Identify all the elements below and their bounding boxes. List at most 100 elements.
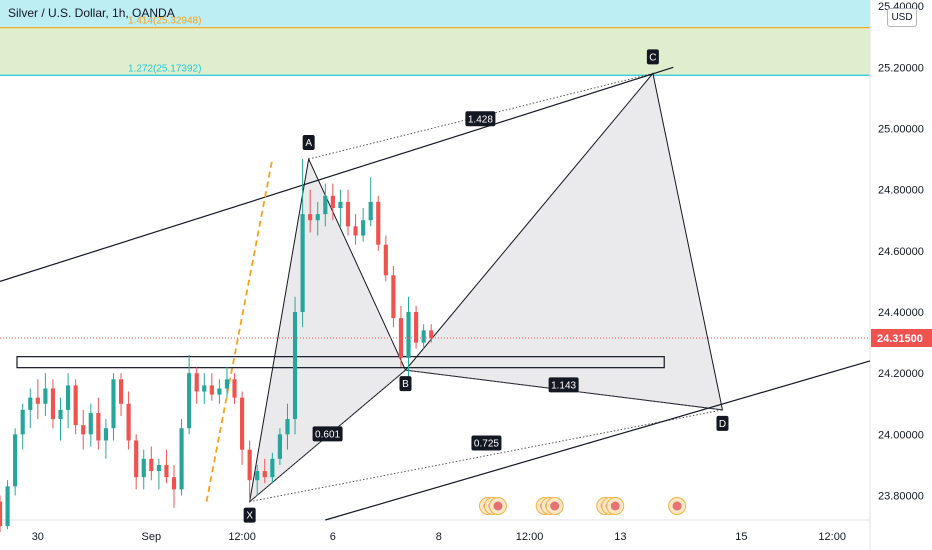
candle-body <box>421 330 426 343</box>
event-flag-inner-icon <box>672 501 682 511</box>
x-tick-label: 12:00 <box>516 531 544 543</box>
ratio-badge <box>465 111 496 127</box>
candle-body <box>96 412 101 441</box>
fib-zone-upper <box>0 0 870 28</box>
candle-body <box>73 385 78 426</box>
y-tick-label: 24.00000 <box>878 429 924 441</box>
candle-body <box>209 385 214 395</box>
current-price-label: 24.31500 <box>877 333 923 345</box>
candle-body <box>398 318 404 358</box>
symbol-title: Silver / U.S. Dollar, 1h, OANDA <box>8 6 175 20</box>
point-badge-B <box>399 376 412 392</box>
candle-body <box>255 471 260 481</box>
candle-body <box>232 379 237 398</box>
trend-dashed-line <box>205 158 274 502</box>
ratio-label: 1.428 <box>468 114 493 125</box>
candle-body <box>406 312 411 358</box>
candle-body <box>141 458 146 478</box>
bcd-triangle <box>404 72 724 411</box>
candle-body <box>20 409 25 435</box>
candle-body <box>149 458 154 472</box>
candle-body <box>300 214 305 312</box>
ratio-label: 0.601 <box>315 429 340 440</box>
candle-body <box>353 226 358 236</box>
x-tick-label: 12:00 <box>228 531 256 543</box>
point-badge-C <box>646 49 659 65</box>
candle-body <box>361 220 366 236</box>
price-axis <box>870 0 932 550</box>
candle-body <box>345 201 351 227</box>
candle-body <box>308 214 313 221</box>
ratio-label: 1.143 <box>551 380 576 391</box>
y-tick-label: 24.60000 <box>878 246 924 258</box>
candle-body <box>28 397 33 410</box>
x-tick-label: 13 <box>614 531 626 543</box>
candle-body <box>391 275 396 319</box>
candle-body <box>368 201 373 221</box>
candle-body <box>88 412 93 435</box>
point-label-C: C <box>649 52 656 63</box>
x-tick-label: 30 <box>32 531 44 543</box>
candle-body <box>164 464 169 478</box>
candle-body <box>171 477 177 490</box>
currency-button[interactable]: USD <box>887 8 917 27</box>
y-tick-label: 24.80000 <box>878 185 924 197</box>
fib-zone-lower <box>0 27 870 76</box>
candle-body <box>5 486 10 527</box>
y-tick-label: 25.00000 <box>878 123 924 135</box>
candle-body <box>292 312 298 420</box>
candle-body <box>277 434 282 459</box>
candle-body <box>156 464 161 472</box>
y-tick-label: 24.40000 <box>878 307 924 319</box>
point-badge-X <box>243 507 256 523</box>
ratio-badge <box>471 435 502 451</box>
candle-body <box>247 449 252 481</box>
candle-body <box>111 379 116 429</box>
candle-body <box>270 458 275 478</box>
event-flag-inner-icon <box>550 501 560 511</box>
candle-body <box>414 312 419 343</box>
candle-body <box>315 214 320 221</box>
channel-upper-line <box>0 66 674 282</box>
candle-body <box>187 373 192 429</box>
ratio-label: 0.725 <box>474 439 499 450</box>
y-tick-label: 23.80000 <box>878 491 924 503</box>
candle-body <box>103 428 108 441</box>
x-tick-label: 6 <box>330 531 336 543</box>
candle-body <box>0 501 3 527</box>
x-tick-label: 15 <box>735 531 747 543</box>
candle-body <box>330 195 335 208</box>
xab-triangle <box>248 157 407 503</box>
candle-body <box>81 425 86 435</box>
candle-body <box>240 397 245 450</box>
point-label-X: X <box>246 511 253 522</box>
candle-body <box>376 201 381 245</box>
candle-body <box>126 403 131 441</box>
x-tick-label: 12:00 <box>818 531 846 543</box>
point-label-B: B <box>402 379 409 390</box>
y-tick-label: 24.20000 <box>878 368 924 380</box>
fib-label-1: 1.272(25.17392) <box>128 63 201 74</box>
candle-body <box>429 330 434 338</box>
ratio-connector-2 <box>405 369 723 411</box>
candle-body <box>66 385 71 410</box>
ratio-badge <box>548 377 579 393</box>
candle-body <box>58 409 63 420</box>
candle-body <box>50 388 56 420</box>
y-tick-label: 25.20000 <box>878 62 924 74</box>
current-price-tag <box>871 329 932 347</box>
x-tick-label: Sep <box>142 531 162 543</box>
candle-body <box>134 440 139 478</box>
ratio-badge <box>312 426 343 442</box>
candle-body <box>217 388 222 395</box>
point-label-A: A <box>305 138 312 149</box>
support-box <box>16 356 665 369</box>
candle-body <box>383 244 388 276</box>
point-badge-D <box>716 415 729 431</box>
point-label-D: D <box>719 419 726 430</box>
event-flag-inner-icon <box>610 501 620 511</box>
candle-body <box>262 471 267 478</box>
candle-body <box>179 428 184 490</box>
candle-body <box>202 385 207 392</box>
